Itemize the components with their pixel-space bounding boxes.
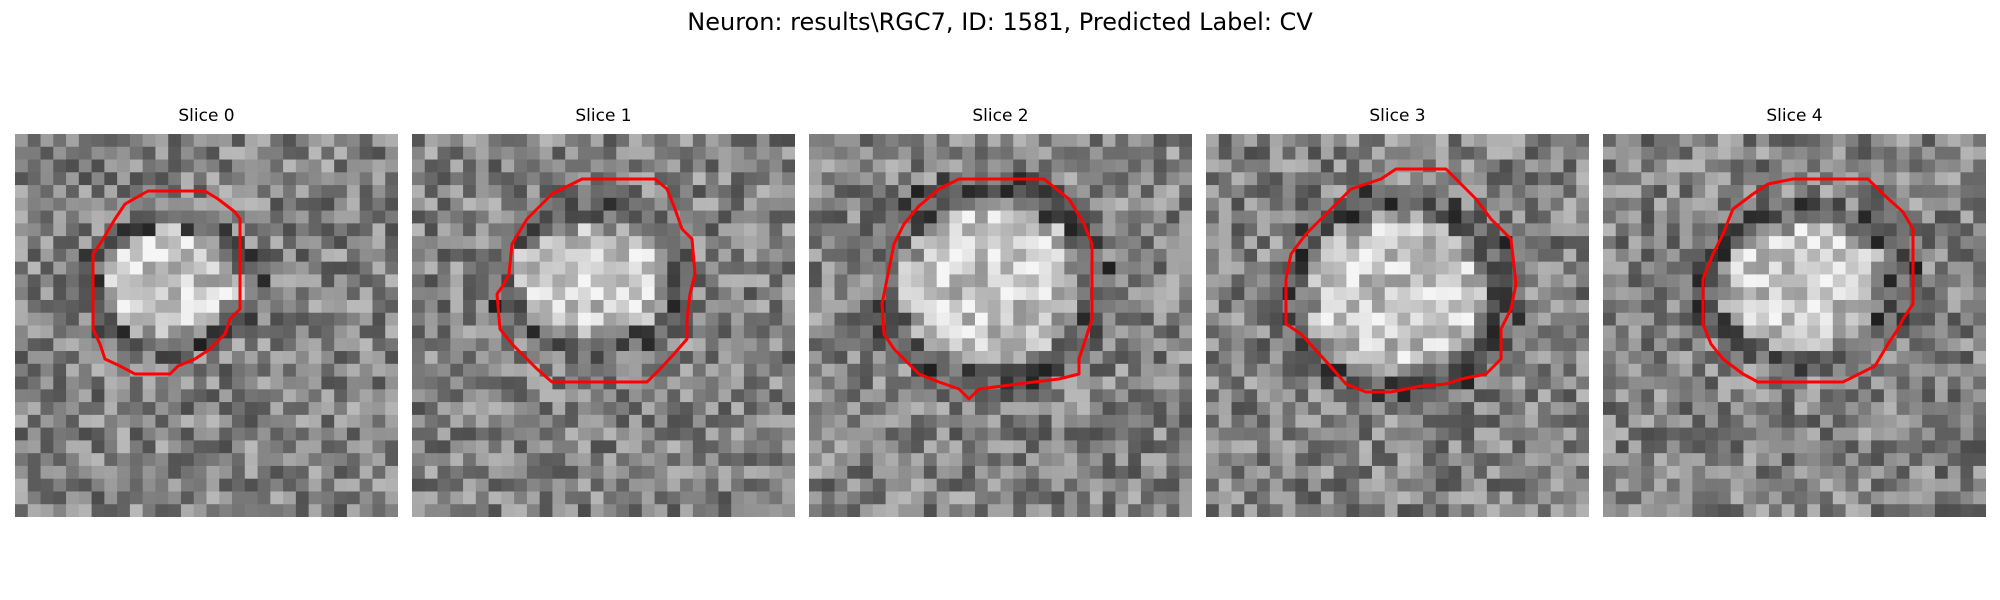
- cell-contour: [91, 189, 242, 376]
- slice-title: Slice 4: [1766, 106, 1823, 126]
- slice-title: Slice 2: [972, 106, 1029, 126]
- slice-svg: [809, 134, 1192, 517]
- slice-image: [809, 134, 1192, 517]
- slice-image: [15, 134, 398, 517]
- slice-svg: [412, 134, 795, 517]
- cell-contour: [1701, 177, 1915, 384]
- pixel-grid: [1603, 134, 1986, 517]
- cell-contour: [495, 177, 697, 384]
- pixel-grid: [1206, 134, 1589, 517]
- slice-svg: [1603, 134, 1986, 517]
- pixel-grid: [412, 134, 795, 517]
- slice-image: [1206, 134, 1589, 517]
- slice-image: [1603, 134, 1986, 517]
- pixel-grid: [809, 134, 1192, 517]
- slice-title: Slice 1: [575, 106, 632, 126]
- slice-title: Slice 3: [1369, 106, 1426, 126]
- slice-image: [412, 134, 795, 517]
- cell-contour: [880, 177, 1094, 401]
- slice-svg: [15, 134, 398, 517]
- cell-contour: [1284, 167, 1518, 394]
- figure-title: Neuron: results\RGC7, ID: 1581, Predicte…: [687, 8, 1313, 36]
- slice-svg: [1206, 134, 1589, 517]
- slice-title: Slice 0: [178, 106, 235, 126]
